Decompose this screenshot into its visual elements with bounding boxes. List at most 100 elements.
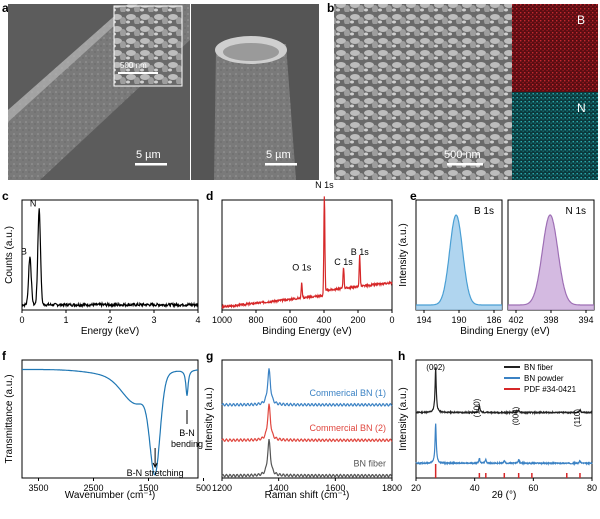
subplot-label: B 1s [474,206,494,217]
peak-label-B: B [21,246,27,256]
x-axis-g-tick-label: 1800 [382,483,402,493]
series-bn-fiber [415,367,593,416]
x-axis-h-tick-label: 60 [528,483,538,493]
peak-label-C 1s: C 1s [334,257,353,267]
peak-label-N 1s: N 1s [315,180,334,190]
peak-label-O 1s: O 1s [292,263,312,273]
panel-g: g 1200 1400 1600 1800 Commerical BN (1) Commer… [204,349,402,501]
map-label-b: B [577,13,585,27]
x-axis-f-tick-label: 2500 [83,483,103,493]
x-axis-f-tick-label: 3500 [28,483,48,493]
x-axis-e0-tick-label: 194 [416,315,431,325]
arrowhead-stretch [152,462,158,469]
x-axis-d-tick-label: 600 [282,315,297,325]
legend-label-2: PDF #34-0421 [524,385,577,394]
panel-a: a 500 nm 5 µm 5 µm [2,1,319,180]
x-axis-c-tick-label: 2 [107,315,112,325]
series-raman-1 [221,403,393,443]
panel-f: f 3500 2500 1500 500 B-N stretching B-Nbending… [2,349,211,501]
x-axis-h-tick-label: 80 [587,483,597,493]
x-axis-c-tick-label: 1 [63,315,68,325]
panel-letter-d: d [206,189,213,203]
x-axis-e1-tick-label: 394 [578,315,593,325]
panel-d: d 1000 800 600 400 200 0 O 1s N 1s C 1sB 1s Bindin… [206,180,395,337]
series-label-0: Commerical BN (1) [309,388,386,398]
series-bn-powder [415,423,593,467]
x-axis-g-tick-label: 1400 [269,483,289,493]
band-label-stretching: B-N stretching [127,468,184,478]
panel-e: e 194 190 186 B 1s 402 398 394 N 1s Binding Energ… [398,189,595,337]
x-axis-e1-tick-label: 398 [543,315,558,325]
series-label-2: BN fiber [353,459,386,469]
x-axis-d-tick-label: 0 [389,315,394,325]
peak-label-1: (100) [472,398,481,417]
y-axis-label: Intensity (a.u.) [398,223,409,286]
series-ftir [22,368,198,476]
x-axis-label: Raman shift (cm⁻¹) [265,490,350,501]
axis-frame [221,359,393,479]
x-axis-f-tick-label: 500 [196,483,211,493]
charts: c 0 1 2 3 4 B N Energy (keV) Counts (a.u.) d 1000 80… [2,180,597,501]
x-axis-c-tick-label: 4 [195,315,200,325]
sem-flakes [334,4,512,180]
panel-letter-c: c [2,189,9,203]
panel-h: h 20 40 60 80 (002) (100) (004) (110) BN fiber BN … [398,349,597,501]
x-axis-e0-tick-label: 190 [451,315,466,325]
y-axis-label: Intensity (a.u.) [204,387,215,450]
peak-label-0: (002) [426,363,445,372]
scale-left: 5 µm [136,149,161,161]
x-axis-h-tick-label: 20 [411,483,421,493]
eds-map-n [512,92,598,180]
series-B-1s-fill [416,215,502,310]
axis-frame [21,199,199,311]
x-axis-d-tick-label: 200 [350,315,365,325]
x-axis-label: Binding Energy (eV) [262,326,352,337]
band-label-bending-2: bending [171,439,203,449]
scale-inset: 500 nm [120,61,147,70]
series-raman-0 [221,368,393,407]
x-axis-e1-tick-label: 402 [508,315,523,325]
panel-letter-b: b [327,1,334,15]
series-label-1: Commercial BN (2) [309,423,386,433]
x-axis-label: Binding Energy (eV) [460,326,550,337]
x-axis-h-tick-label: 40 [470,483,480,493]
series-N-1s-fill [508,215,594,310]
x-axis-label: 2θ (°) [492,490,517,501]
scale-right: 5 µm [266,149,291,161]
panel-letter-e: e [410,189,417,203]
peak-label-N: N [30,199,37,209]
panel-letter-g: g [206,349,213,363]
y-axis-label: Transmittance (a.u.) [4,374,15,463]
series-xps [221,196,393,310]
panel-b: b 500 nm B N [327,1,598,180]
x-axis-c-tick-label: 0 [19,315,24,325]
subplot-label: N 1s [565,206,586,217]
x-axis-e0-tick-label: 186 [486,315,501,325]
scale-b: 500 nm [444,149,481,161]
band-label-bending-1: B-N [179,428,195,438]
series-eds [21,208,199,309]
peak-label-2: (004) [512,406,521,425]
peak-label-B 1s: B 1s [351,247,370,257]
axis-frame [21,359,199,479]
panel-letter-a: a [2,1,9,15]
x-axis-d-tick-label: 800 [248,315,263,325]
panel-letter-f: f [2,349,7,363]
x-axis-g-tick-label: 1200 [212,483,232,493]
legend-label-0: BN fiber [524,363,553,372]
panel-c: c 0 1 2 3 4 B N Energy (keV) Counts (a.u.) [2,189,201,337]
y-axis-label: Counts (a.u.) [4,226,15,284]
x-axis-d-tick-label: 400 [316,315,331,325]
legend-label-1: BN powder [524,374,564,383]
panel-letter-h: h [398,349,405,363]
x-axis-d-tick-label: 1000 [212,315,232,325]
x-axis-c-tick-label: 3 [151,315,156,325]
x-axis-label: Wavenumber (cm⁻¹) [65,490,155,501]
y-axis-label: Intensity (a.u.) [398,387,409,450]
axis-frame [221,199,393,311]
series-B-1s [416,214,502,306]
series-raman-2 [221,439,393,478]
peak-label-3: (110) [573,409,582,427]
series-N-1s [508,214,594,306]
